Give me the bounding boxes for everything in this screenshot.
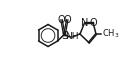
- Text: O: O: [58, 15, 65, 25]
- Text: S: S: [61, 31, 68, 40]
- Text: CH$_3$: CH$_3$: [102, 28, 120, 40]
- Text: NH: NH: [65, 32, 78, 41]
- Text: O: O: [89, 18, 97, 28]
- Text: O: O: [63, 15, 71, 25]
- Text: N: N: [81, 18, 88, 28]
